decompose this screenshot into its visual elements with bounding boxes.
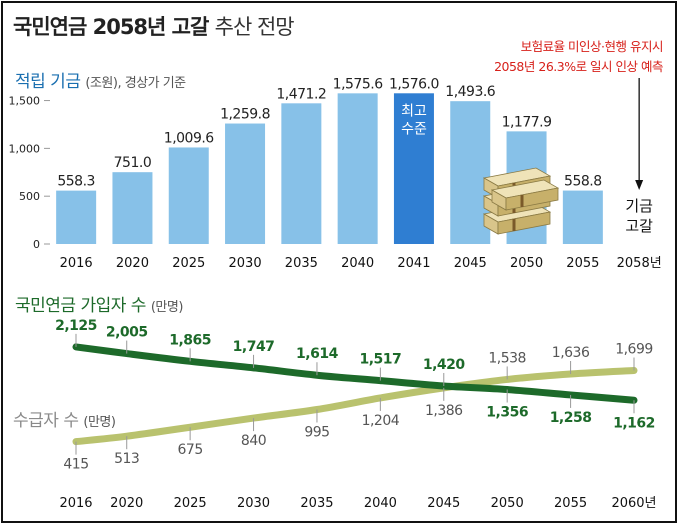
recipient-value-label: 1,538 — [488, 350, 526, 366]
x-tick-label: 2060년 — [611, 496, 656, 511]
bar — [337, 93, 378, 244]
bar — [281, 103, 322, 244]
bar-value-label: 1,575.6 — [333, 76, 384, 92]
bar-chart-title: 적립 기금 (조원), 경상가 기준 — [15, 67, 186, 92]
bar — [56, 190, 97, 244]
bar-value-label: 1,259.8 — [220, 107, 270, 123]
bar — [168, 147, 209, 244]
bar-value-label: 751.0 — [114, 155, 152, 171]
y-tick-label: 500 — [19, 190, 40, 203]
x-tick-label: 2041 — [397, 256, 430, 271]
x-tick-label: 2050 — [510, 256, 543, 271]
subscriber-value-label: 1,747 — [233, 339, 275, 355]
x-tick-label: 2040 — [364, 496, 397, 511]
x-tick-label: 2040 — [341, 256, 374, 271]
subscriber-value-label: 1,420 — [423, 357, 466, 373]
bar — [112, 172, 153, 244]
money-stack-part — [497, 211, 551, 235]
x-tick-label: 2020 — [110, 496, 143, 511]
subscribers-line — [72, 343, 638, 404]
bar-chart-title-text: 적립 기금 — [15, 72, 81, 92]
x-tick-label: 2025 — [174, 496, 207, 511]
depletion-label: 고갈 — [625, 217, 653, 235]
recipient-value-label: 1,204 — [362, 413, 400, 429]
x-tick-label: 2058년 — [617, 256, 662, 271]
recipient-value-label: 1,386 — [425, 403, 463, 419]
subscriber-value-label: 2,005 — [106, 325, 148, 341]
bar-value-label: 1,177.9 — [502, 114, 552, 130]
bar-value-label: 1,009.6 — [164, 130, 215, 146]
recipients-unit: (만명) — [83, 415, 116, 430]
x-tick-label: 2016 — [59, 496, 92, 511]
bar-chart-unit: (조원), 경상가 기준 — [85, 76, 186, 91]
subscriber-value-label: 1,258 — [550, 410, 592, 426]
subscriber-value-label: 1,517 — [359, 352, 401, 368]
highlight-label: 최고 — [401, 103, 427, 119]
depletion-arrow-head — [635, 180, 644, 190]
bar-value-label: 558.8 — [564, 174, 602, 190]
x-tick-label: 2055 — [566, 256, 599, 271]
y-tick-label: 0 — [33, 238, 40, 251]
x-tick-label: 2030 — [229, 256, 262, 271]
bar — [450, 101, 491, 244]
bar-value-label: 1,493.6 — [445, 84, 496, 100]
x-tick-label: 2045 — [454, 256, 487, 271]
bar — [562, 190, 603, 244]
recipient-value-label: 415 — [63, 457, 88, 473]
recipient-value-label: 995 — [304, 425, 329, 441]
highlight-label: 수준 — [401, 121, 427, 137]
recipients-title-text: 수급자 수 — [13, 411, 79, 431]
subscribers-unit: (만명) — [150, 300, 184, 315]
x-tick-label: 2016 — [60, 256, 93, 271]
chart-title-main: 국민연금 2058년 고갈 — [13, 15, 209, 39]
subscriber-value-label: 1,614 — [296, 346, 339, 362]
recipients-line — [72, 367, 638, 446]
x-tick-label: 2035 — [285, 256, 318, 271]
bar-value-label: 558.3 — [57, 174, 95, 190]
x-tick-label: 2025 — [172, 256, 205, 271]
chart-title: 국민연금 2058년 고갈 추산 전망 — [13, 11, 295, 41]
subscribers-title-text: 국민연금 가입자 수 — [15, 296, 146, 316]
x-tick-label: 2030 — [237, 496, 270, 511]
recipient-value-label: 1,699 — [615, 342, 653, 358]
y-tick-label: 1,500 — [9, 95, 41, 108]
recipient-value-label: 513 — [114, 451, 139, 467]
subscriber-value-label: 1,162 — [613, 415, 655, 431]
line-chart-title-recipients: 수급자 수 (만명) — [13, 406, 116, 431]
depletion-label: 기금 — [625, 197, 653, 215]
money-stack-illustration — [482, 167, 560, 235]
x-tick-label: 2055 — [554, 496, 587, 511]
bar — [225, 123, 266, 244]
note-line-2: 2058년 26.3%로 일시 인상 예측 — [494, 59, 663, 74]
money-stack-part — [505, 187, 559, 211]
subscriber-value-label: 1,356 — [486, 405, 528, 421]
bar-value-label: 1,471.2 — [276, 86, 326, 102]
subscriber-value-label: 2,125 — [55, 318, 97, 334]
x-tick-label: 2045 — [427, 496, 460, 511]
chart-title-sub: 추산 전망 — [214, 15, 295, 39]
x-tick-label: 2020 — [116, 256, 149, 271]
bar-value-label: 1,576.0 — [389, 76, 439, 92]
recipient-value-label: 840 — [241, 433, 266, 449]
red-note: 보험료율 미인상·현행 유지시 2058년 26.3%로 일시 인상 예측 — [494, 37, 663, 77]
recipient-value-label: 675 — [178, 442, 203, 458]
y-tick-label: 1,000 — [9, 142, 41, 155]
bar — [393, 93, 434, 244]
subscriber-value-label: 1,865 — [169, 332, 211, 348]
note-line-1: 보험료율 미인상·현행 유지시 — [520, 39, 664, 54]
recipient-value-label: 1,636 — [552, 345, 590, 361]
x-tick-label: 2050 — [491, 496, 524, 511]
x-tick-label: 2035 — [300, 496, 333, 511]
line-chart-title-subscribers: 국민연금 가입자 수 (만명) — [15, 291, 183, 316]
